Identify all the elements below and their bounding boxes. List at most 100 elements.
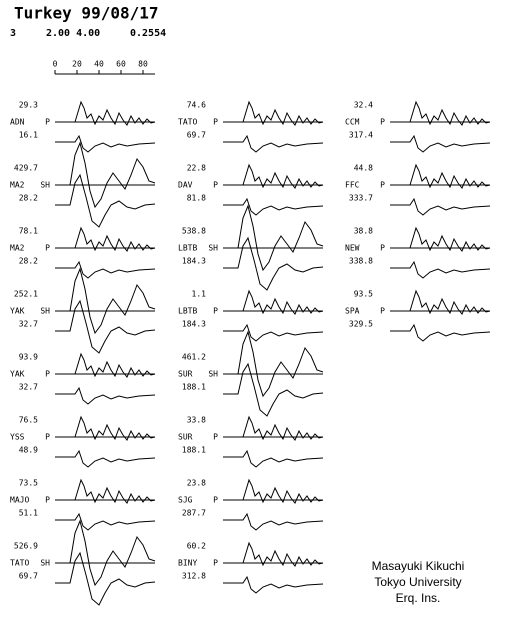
phase: P (213, 496, 218, 505)
station-name: LBTB (178, 244, 197, 253)
synthetic-trace (222, 576, 324, 594)
station-name: NEW (345, 244, 360, 253)
phase: P (213, 181, 218, 190)
azimuth: 338.8 (349, 257, 373, 266)
phase: P (213, 307, 218, 316)
amplitude: 93.9 (19, 353, 38, 362)
title: Turkey 99/08/17 (14, 4, 159, 23)
azimuth: 188.1 (182, 383, 206, 392)
station: 32.4 CCM P 317.4 (345, 101, 491, 153)
phase: SH (40, 181, 50, 190)
station: 38.8 NEW P 338.8 (345, 227, 491, 279)
amplitude: 429.7 (14, 164, 38, 173)
station-name: SPA (345, 307, 360, 316)
phase: P (380, 181, 385, 190)
station: 93.5 SPA P 329.5 (345, 290, 491, 342)
phase: P (380, 244, 385, 253)
station-name: BINY (178, 559, 197, 568)
azimuth: 32.7 (19, 383, 38, 392)
amplitude: 73.5 (19, 479, 38, 488)
station: 60.2 BINY P 312.8 (178, 542, 324, 594)
synthetic-trace (389, 324, 491, 342)
phase: P (213, 118, 218, 127)
credit-line: Erq. Ins. (396, 591, 441, 605)
station: 78.1 MA2 P 28.2 (10, 227, 156, 279)
observed-trace (54, 142, 156, 208)
amplitude: 23.8 (187, 479, 206, 488)
scale-label: 20 (72, 60, 82, 69)
station-name: DAV (178, 181, 193, 190)
azimuth: 312.8 (182, 572, 206, 581)
station: 73.5 MAJO P 51.1 (10, 479, 156, 531)
station: 76.5 YSS P 48.9 (10, 416, 156, 468)
amplitude: 38.8 (354, 227, 373, 236)
phase: P (213, 433, 218, 442)
phase: SH (208, 370, 218, 379)
amplitude: 32.4 (354, 101, 373, 110)
amplitude: 29.3 (19, 101, 38, 110)
azimuth: 69.7 (187, 131, 206, 140)
scale-label: 0 (53, 60, 58, 69)
synthetic-trace (389, 261, 491, 279)
azimuth: 32.7 (19, 320, 38, 329)
param: 2.00 4.00 (46, 28, 100, 39)
synthetic-trace (54, 387, 156, 405)
synthetic-trace (389, 198, 491, 216)
station-name: LBTB (178, 307, 197, 316)
azimuth: 69.7 (19, 572, 38, 581)
amplitude: 44.8 (354, 164, 373, 173)
amplitude: 60.2 (187, 542, 206, 551)
phase: P (45, 244, 50, 253)
station-name: MA2 (10, 244, 25, 253)
observed-trace (222, 331, 324, 397)
azimuth: 16.1 (19, 131, 38, 140)
amplitude: 74.6 (187, 101, 206, 110)
azimuth: 81.8 (187, 194, 206, 203)
station-name: CCM (345, 118, 360, 127)
station: 44.8 FFC P 333.7 (345, 164, 491, 216)
scale-label: 40 (94, 60, 104, 69)
station: 74.6 TATO P 69.7 (178, 101, 324, 153)
phase: P (45, 118, 50, 127)
amplitude: 78.1 (19, 227, 38, 236)
station-name: SUR (178, 433, 193, 442)
station-name: TATO (10, 559, 29, 568)
synthetic-trace (54, 450, 156, 468)
phase: P (45, 433, 50, 442)
station: 93.9 YAK P 32.7 (10, 353, 156, 405)
phase: SH (40, 559, 50, 568)
phase: SH (40, 307, 50, 316)
synthetic-trace (222, 450, 324, 468)
synthetic-trace (222, 135, 324, 153)
azimuth: 188.1 (182, 446, 206, 455)
station: 22.8 DAV P 81.8 (178, 164, 324, 216)
azimuth: 48.9 (19, 446, 38, 455)
amplitude: 1.1 (192, 290, 207, 299)
phase: P (213, 559, 218, 568)
azimuth: 329.5 (349, 320, 373, 329)
azimuth: 28.2 (19, 257, 38, 266)
azimuth: 317.4 (349, 131, 373, 140)
synthetic-trace (222, 198, 324, 216)
station-name: MA2 (10, 181, 25, 190)
phase: P (380, 307, 385, 316)
synthetic-trace (54, 135, 156, 153)
amplitude: 33.8 (187, 416, 206, 425)
station-name: ADN (10, 118, 25, 127)
azimuth: 333.7 (349, 194, 373, 203)
observed-trace (222, 205, 324, 271)
azimuth: 184.3 (182, 320, 206, 329)
synthetic-trace (54, 513, 156, 531)
station-name: YAK (10, 307, 25, 316)
scale-label: 60 (116, 60, 126, 69)
azimuth: 51.1 (19, 509, 38, 518)
station-name: TATO (178, 118, 197, 127)
observed-trace (54, 268, 156, 334)
amplitude: 76.5 (19, 416, 38, 425)
synthetic-trace (54, 261, 156, 279)
